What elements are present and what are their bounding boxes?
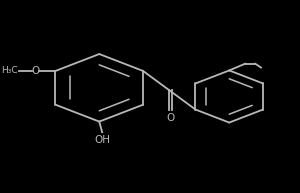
Text: O: O <box>31 66 39 76</box>
Text: O: O <box>167 113 175 123</box>
Text: H₃C: H₃C <box>1 66 18 75</box>
Text: OH: OH <box>94 135 110 145</box>
